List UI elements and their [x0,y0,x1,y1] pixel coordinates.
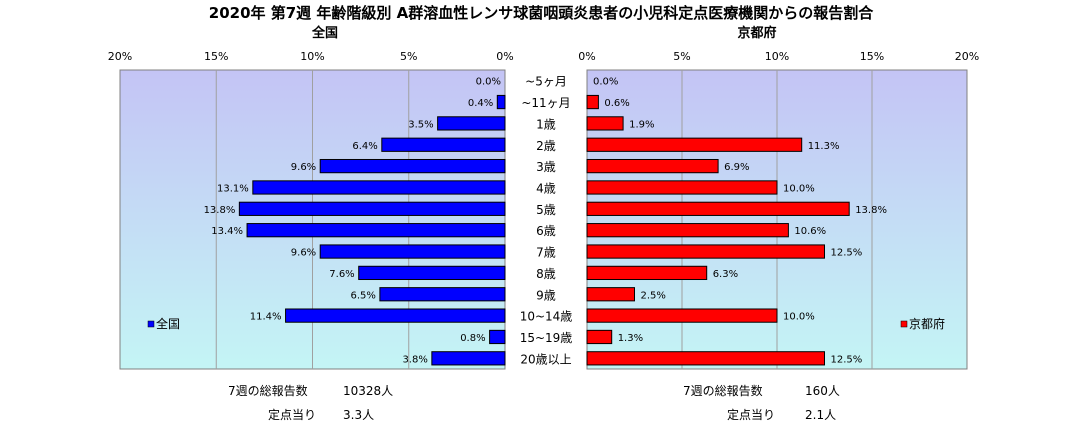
data-label: 13.4% [211,226,243,237]
bar [379,287,506,302]
category-label: 20歳以上 [520,352,571,366]
legend-label: 全国 [156,316,180,331]
x-tick-label: 5% [673,50,690,63]
category-label: 10~14歳 [520,310,573,324]
legend-label: 京都府 [909,316,945,331]
data-label: 11.4% [250,312,282,323]
bar [496,94,506,110]
data-label: 12.5% [831,248,863,259]
data-label: 9.6% [291,248,316,259]
bar [437,116,506,131]
kyoto-footer-per-value: 2.1人 [805,408,836,422]
category-label: 4歳 [536,181,556,195]
bar [586,351,825,366]
kyoto-footer-total-label: 7週の総報告数 [683,383,763,398]
bar [586,265,708,281]
data-label: 1.3% [618,333,643,344]
bar [319,158,506,174]
national-footer-total-label: 7週の総報告数 [228,383,308,398]
bar [586,94,599,110]
category-label: ~5ヶ月 [525,75,567,89]
data-label: 0.6% [604,98,629,109]
bar [358,265,506,281]
data-label: 9.6% [291,162,316,173]
category-label: 15~19歳 [520,331,573,345]
category-label: 3歳 [536,160,556,174]
data-label: 13.1% [217,183,249,194]
kyoto-footer-per-label: 定点当り [727,407,775,422]
data-label: 12.5% [831,354,863,365]
data-label: 0.8% [460,333,485,344]
bar [431,351,506,366]
data-label: 13.8% [204,205,236,216]
bar [319,244,506,259]
data-label: 11.3% [808,141,840,152]
legend-swatch [900,320,908,328]
bar [586,137,803,152]
bar [586,180,778,195]
category-label: 5歳 [536,203,556,217]
legend-swatch [147,320,155,328]
bar [246,223,506,238]
data-label: 0.0% [476,77,501,88]
x-tick-label: 0% [496,50,513,63]
bar [586,308,778,323]
data-label: 0.0% [593,77,618,88]
national-footer-total-value: 10328人 [343,384,393,398]
x-tick-label: 5% [400,50,417,63]
kyoto-panel-title: 京都府 [737,25,776,41]
bar [586,223,789,238]
data-label: 13.8% [855,205,887,216]
data-label: 6.4% [352,141,377,152]
x-tick-label: 10% [300,50,324,63]
data-label: 6.3% [713,269,738,280]
bar [586,287,635,302]
bar [586,201,850,216]
bar [586,158,719,174]
bar [252,180,506,195]
kyoto-footer-total-value: 160人 [805,384,840,398]
x-tick-label: 10% [765,50,789,63]
bar [285,308,506,323]
x-tick-label: 15% [204,50,228,63]
data-label: 6.9% [724,162,749,173]
x-tick-label: 20% [108,50,132,63]
data-label: 0.4% [468,98,493,109]
data-label: 6.5% [350,290,375,301]
national-panel-title: 全国 [311,25,338,41]
x-tick-label: 20% [955,50,979,63]
data-label: 7.6% [329,269,354,280]
data-label: 3.5% [408,119,433,130]
x-tick-label: 15% [860,50,884,63]
national-footer-per-label: 定点当り [268,407,316,422]
data-label: 2.5% [641,290,666,301]
category-label: 1歳 [536,117,556,131]
bar [586,116,624,131]
national-footer-per-value: 3.3人 [343,408,374,422]
category-label: 9歳 [536,288,556,302]
data-label: 3.8% [402,354,427,365]
x-tick-label: 0% [578,50,595,63]
bar [586,329,613,345]
bar [381,137,506,152]
chart-title: 2020年 第7週 年齢階級別 A群溶血性レンサ球菌咽頭炎患者の小児科定点医療機… [209,4,874,22]
bar [238,201,506,216]
data-label: 1.9% [629,119,654,130]
category-label: 8歳 [536,267,556,281]
bar [586,244,825,259]
data-label: 10.6% [794,226,826,237]
bar [489,329,506,345]
category-label: 6歳 [536,224,556,238]
data-label: 10.0% [783,183,815,194]
category-label: ~11ヶ月 [521,96,570,110]
category-label: 7歳 [536,246,556,260]
category-label: 2歳 [536,139,556,153]
data-label: 10.0% [783,312,815,323]
